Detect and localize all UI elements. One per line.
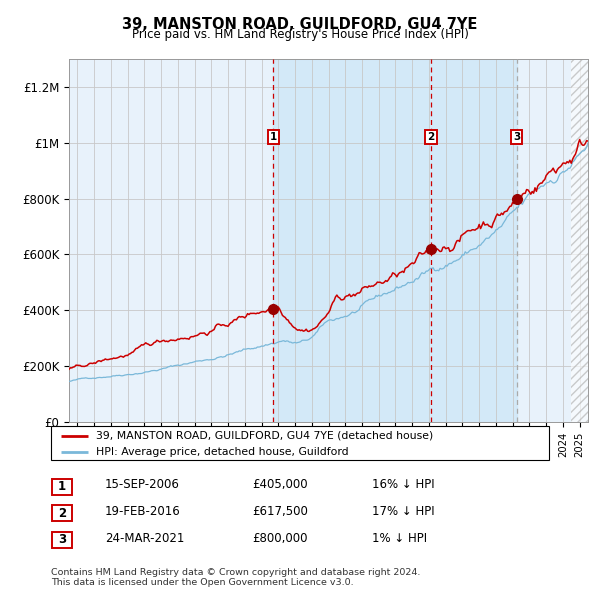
Text: 39, MANSTON ROAD, GUILDFORD, GU4 7YE (detached house): 39, MANSTON ROAD, GUILDFORD, GU4 7YE (de… (96, 431, 433, 441)
Text: HPI: Average price, detached house, Guildford: HPI: Average price, detached house, Guil… (96, 447, 349, 457)
FancyBboxPatch shape (52, 505, 71, 522)
Text: 3: 3 (58, 533, 66, 546)
Text: Contains HM Land Registry data © Crown copyright and database right 2024.
This d: Contains HM Land Registry data © Crown c… (51, 568, 421, 587)
Text: £800,000: £800,000 (252, 532, 308, 545)
Text: 1: 1 (58, 480, 66, 493)
Text: 1: 1 (270, 132, 277, 142)
Text: 2: 2 (58, 507, 66, 520)
Text: 39, MANSTON ROAD, GUILDFORD, GU4 7YE: 39, MANSTON ROAD, GUILDFORD, GU4 7YE (122, 17, 478, 31)
Polygon shape (571, 59, 588, 422)
Text: £617,500: £617,500 (252, 505, 308, 518)
Text: 3: 3 (513, 132, 520, 142)
Text: 2: 2 (428, 132, 435, 142)
Text: 19-FEB-2016: 19-FEB-2016 (105, 505, 181, 518)
Text: 1% ↓ HPI: 1% ↓ HPI (372, 532, 427, 545)
FancyBboxPatch shape (52, 479, 71, 494)
Text: £405,000: £405,000 (252, 478, 308, 491)
Text: Price paid vs. HM Land Registry's House Price Index (HPI): Price paid vs. HM Land Registry's House … (131, 28, 469, 41)
Text: 24-MAR-2021: 24-MAR-2021 (105, 532, 184, 545)
FancyBboxPatch shape (51, 426, 549, 460)
Bar (274, 59, 517, 422)
Text: 16% ↓ HPI: 16% ↓ HPI (372, 478, 434, 491)
Text: 15-SEP-2006: 15-SEP-2006 (105, 478, 180, 491)
FancyBboxPatch shape (52, 532, 71, 548)
Text: 17% ↓ HPI: 17% ↓ HPI (372, 505, 434, 518)
